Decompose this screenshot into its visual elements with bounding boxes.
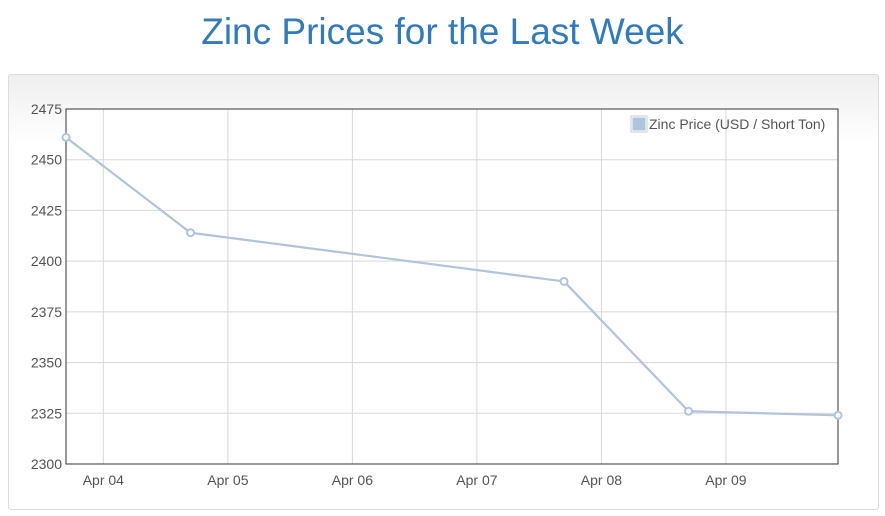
page-title: Zinc Prices for the Last Week (201, 11, 684, 52)
data-point (684, 406, 694, 416)
legend-label: Zinc Price (USD / Short Ton) (649, 116, 825, 132)
data-point (186, 228, 196, 238)
x-tick-label: Apr 05 (207, 472, 248, 488)
plot-area (66, 109, 838, 464)
x-tick-label: Apr 08 (581, 472, 622, 488)
legend-swatch-border (630, 115, 648, 133)
x-tick-label: Apr 06 (332, 472, 373, 488)
y-tick-label: 2425 (31, 202, 62, 218)
y-tick-label: 2300 (31, 456, 62, 472)
y-tick-label: 2350 (31, 355, 62, 371)
y-tick-label: 2475 (31, 101, 62, 117)
series-layer (61, 132, 843, 420)
x-tick-label: Apr 04 (83, 472, 124, 488)
plot-border (65, 108, 839, 465)
y-tick-label: 2325 (31, 405, 62, 421)
data-point (559, 276, 569, 286)
y-tick-label: 2400 (31, 253, 62, 269)
axes: 2300 2325 2350 2375 2400 2425 2450 2475 Apr 04 Ap… (31, 101, 839, 488)
grid-lines (66, 108, 838, 465)
x-tick-label: Apr 07 (456, 472, 497, 488)
y-tick-label: 2450 (31, 152, 62, 168)
data-point (61, 132, 71, 142)
legend: Zinc Price (USD / Short Ton) (630, 115, 825, 133)
data-point (833, 410, 843, 420)
y-tick-label: 2375 (31, 304, 62, 320)
x-tick-label: Apr 09 (705, 472, 746, 488)
legend-swatch (631, 116, 647, 132)
